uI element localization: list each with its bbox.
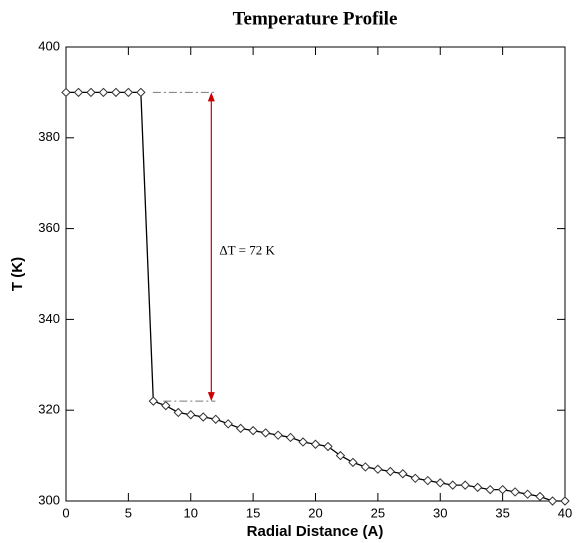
y-tick-label: 300 <box>38 492 60 507</box>
data-point <box>148 396 159 406</box>
y-tick-label: 360 <box>38 220 60 235</box>
data-point <box>485 484 495 495</box>
data-point <box>448 480 458 490</box>
data-point <box>435 478 445 488</box>
data-point <box>210 414 221 424</box>
chart-title: Temperature Profile <box>233 8 398 29</box>
data-point <box>235 423 246 434</box>
x-tick-label: 15 <box>246 505 260 520</box>
data-point <box>335 450 346 461</box>
data-point <box>547 496 558 506</box>
data-point <box>98 87 109 98</box>
x-tick-label: 25 <box>371 505 385 520</box>
data-point <box>348 457 358 468</box>
y-tick-label: 400 <box>38 38 60 53</box>
data-point <box>285 432 296 443</box>
data-point <box>111 87 121 98</box>
y-tick-label: 340 <box>38 311 60 326</box>
annotation: ΔT = 72 K <box>219 243 275 258</box>
data-point <box>560 496 570 506</box>
plot-frame <box>65 46 566 502</box>
data-point <box>260 428 271 438</box>
x-tick-label: 5 <box>125 505 132 520</box>
data-point <box>373 464 383 474</box>
data-point <box>398 469 408 479</box>
data-point <box>497 484 508 495</box>
data-point <box>61 87 71 98</box>
data-point <box>510 487 520 497</box>
x-tick-label: 20 <box>308 505 322 520</box>
data-point <box>535 491 545 502</box>
data-point <box>310 439 321 449</box>
x-tick-label: 30 <box>433 505 447 520</box>
x-tick-label: 10 <box>184 505 198 520</box>
data-point <box>410 473 421 484</box>
data-point <box>173 407 183 418</box>
y-tick-label: 320 <box>38 402 60 417</box>
data-point <box>86 87 96 98</box>
data-point <box>385 466 396 477</box>
data-point <box>360 462 371 472</box>
data-point <box>298 437 308 447</box>
data-point <box>522 489 533 499</box>
data-point <box>248 425 258 436</box>
x-axis-label: Radial Distance (A) <box>247 523 384 540</box>
x-tick-label: 35 <box>495 505 509 520</box>
data-point <box>161 400 171 411</box>
y-axis-label: T (K) <box>9 257 26 291</box>
data-point <box>460 480 470 490</box>
x-tick-label: 0 <box>62 505 69 520</box>
data-point <box>73 87 84 98</box>
data-point <box>136 87 146 98</box>
data-point <box>323 441 333 452</box>
data-point <box>186 410 196 420</box>
data-point <box>273 430 283 440</box>
arrow-head <box>207 392 215 402</box>
data-point <box>472 482 483 493</box>
arrow-head <box>207 92 215 102</box>
data-point <box>423 475 433 486</box>
data-point <box>223 419 233 429</box>
x-tick-label: 40 <box>558 505 572 520</box>
y-tick-label: 380 <box>38 129 60 144</box>
data-point <box>123 87 134 98</box>
data-point <box>198 412 208 422</box>
